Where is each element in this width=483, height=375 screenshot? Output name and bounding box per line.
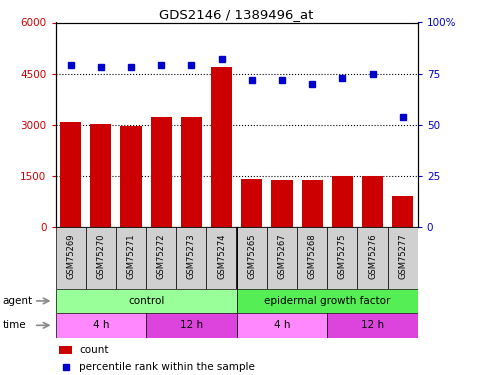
Text: GSM75276: GSM75276 <box>368 234 377 279</box>
Text: 12 h: 12 h <box>361 320 384 330</box>
Bar <box>301 180 323 227</box>
Text: 4 h: 4 h <box>93 320 109 330</box>
Bar <box>332 176 353 227</box>
Bar <box>151 117 172 227</box>
Bar <box>327 227 357 289</box>
Bar <box>60 122 81 227</box>
Bar <box>120 126 142 227</box>
Bar <box>176 227 207 289</box>
Bar <box>56 313 146 338</box>
Text: 12 h: 12 h <box>180 320 203 330</box>
Bar <box>146 227 176 289</box>
Text: GSM75269: GSM75269 <box>66 234 75 279</box>
Bar <box>56 289 237 313</box>
Text: epidermal growth factor: epidermal growth factor <box>264 296 390 306</box>
Text: 4 h: 4 h <box>274 320 290 330</box>
Bar <box>207 227 237 289</box>
Text: GSM75272: GSM75272 <box>156 234 166 279</box>
Text: GSM75275: GSM75275 <box>338 234 347 279</box>
Text: GSM75265: GSM75265 <box>247 234 256 279</box>
Bar <box>237 313 327 338</box>
Bar <box>241 178 262 227</box>
Text: GSM75273: GSM75273 <box>187 234 196 279</box>
Bar <box>237 227 267 289</box>
Bar <box>297 227 327 289</box>
Bar <box>362 176 383 227</box>
Text: GSM75268: GSM75268 <box>308 234 317 279</box>
Bar <box>392 195 413 227</box>
Text: GSM75274: GSM75274 <box>217 234 226 279</box>
Text: percentile rank within the sample: percentile rank within the sample <box>79 362 255 372</box>
Bar <box>146 313 237 338</box>
Text: time: time <box>2 320 26 330</box>
Bar <box>211 68 232 227</box>
Text: agent: agent <box>2 296 32 306</box>
Bar <box>388 227 418 289</box>
Bar <box>237 289 418 313</box>
Bar <box>59 346 72 354</box>
Bar <box>271 180 293 227</box>
Text: count: count <box>79 345 109 355</box>
Bar <box>116 227 146 289</box>
Bar <box>86 227 116 289</box>
Bar <box>181 117 202 227</box>
Bar <box>327 313 418 338</box>
Text: GSM75270: GSM75270 <box>96 234 105 279</box>
Bar <box>357 227 388 289</box>
Text: GSM75271: GSM75271 <box>127 234 136 279</box>
Bar <box>267 227 297 289</box>
Bar <box>90 124 112 227</box>
Title: GDS2146 / 1389496_at: GDS2146 / 1389496_at <box>159 8 314 21</box>
Text: GSM75277: GSM75277 <box>398 234 407 279</box>
Text: GSM75267: GSM75267 <box>277 234 286 279</box>
Bar <box>56 227 86 289</box>
Text: control: control <box>128 296 164 306</box>
